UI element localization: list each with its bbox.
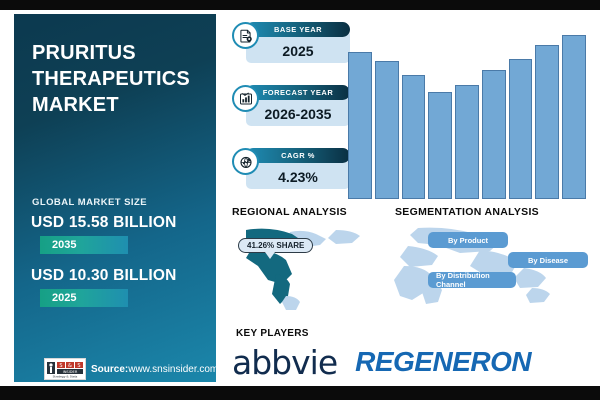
badge-base-year-label: BASE YEAR <box>273 25 323 34</box>
svg-text:INSIDER: INSIDER <box>63 370 78 374</box>
world-map: 41.26% SHARE <box>232 226 582 310</box>
bar-group <box>348 24 587 199</box>
badge-forecast-year-label: FORECAST YEAR <box>262 88 334 97</box>
bar <box>508 59 533 199</box>
source-row: S & S INSIDER Strategy & Stats Source:ww… <box>44 358 218 380</box>
svg-text:S: S <box>59 363 62 369</box>
market-size-value-2035: USD 15.58 BILLION <box>31 214 177 231</box>
market-size-year-2035: 2035 <box>40 236 128 254</box>
bar <box>428 92 453 199</box>
segmentation-analysis-caption: SEGMENTATION ANALYSIS <box>395 206 539 218</box>
regeneron-logo: REGENERON <box>355 346 532 377</box>
svg-text:S: S <box>77 363 80 369</box>
abbvie-logo: abbvie <box>232 342 338 382</box>
badge-cagr-value: 4.23% <box>278 169 318 185</box>
badge-cagr-header: CAGR % <box>246 148 350 163</box>
segment-pill-by-product[interactable]: By Product <box>428 232 508 248</box>
bar <box>455 85 479 199</box>
page-title: PRURITUS THERAPEUTICS MARKET <box>32 42 190 116</box>
bar <box>535 45 560 199</box>
regional-share-badge: 41.26% SHARE <box>238 238 314 259</box>
svg-text:&: & <box>68 363 72 369</box>
badge-cagr: CAGR % 4.23% <box>232 148 350 189</box>
badge-forecast-year-value: 2026-2035 <box>264 106 332 122</box>
badge-base-year-value: 2025 <box>282 43 314 59</box>
badge-base-year-header: BASE YEAR <box>246 22 350 37</box>
svg-text:Strategy & Stats: Strategy & Stats <box>53 374 78 378</box>
bar <box>401 74 426 199</box>
badge-forecast-year: FORECAST YEAR 2026-2035 <box>232 85 350 126</box>
badge-base-year: BASE YEAR 2025 <box>232 22 350 63</box>
growth-globe-icon <box>232 148 259 175</box>
market-size-year-2025: 2025 <box>40 289 128 307</box>
left-summary-panel: PRURITUS THERAPEUTICS MARKET GLOBAL MARK… <box>14 14 218 382</box>
segment-pill-by-distribution-channel[interactable]: By Distribution Channel <box>428 271 516 289</box>
source-text: Source:www.snsinsider.com <box>91 364 218 375</box>
infographic-canvas: PRURITUS THERAPEUTICS MARKET GLOBAL MARK… <box>0 10 600 386</box>
report-document-icon <box>232 22 259 49</box>
key-players-logos: abbvie REGENERON <box>232 342 600 382</box>
badge-forecast-year-header: FORECAST YEAR <box>246 85 350 100</box>
market-size-value-2025: USD 10.30 BILLION <box>31 267 177 284</box>
bar <box>374 60 399 199</box>
bar-chart-icon <box>232 85 259 112</box>
bar <box>348 52 372 199</box>
source-url: www.snsinsider.com <box>128 363 219 375</box>
bar <box>481 69 506 199</box>
segmentation-bar-chart <box>348 24 587 199</box>
source-prefix: Source: <box>91 363 129 375</box>
key-players-caption: KEY PLAYERS <box>236 328 309 339</box>
regional-analysis-caption: REGIONAL ANALYSIS <box>232 206 347 218</box>
sns-insider-logo-icon: S & S INSIDER Strategy & Stats <box>44 358 86 380</box>
segment-pill-by-disease[interactable]: By Disease <box>508 252 588 268</box>
badge-cagr-label: CAGR % <box>281 151 315 160</box>
global-market-size-label: GLOBAL MARKET SIZE <box>32 197 148 208</box>
bar <box>562 34 587 199</box>
